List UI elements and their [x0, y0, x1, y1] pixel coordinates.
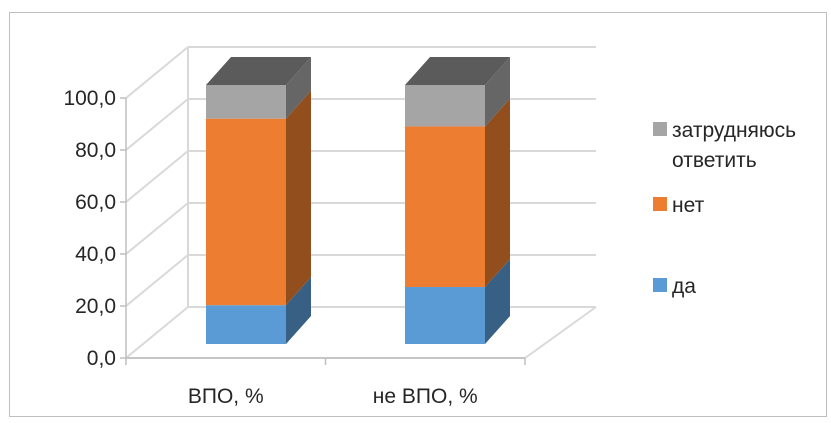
y-tick-label: 100,0	[63, 87, 116, 110]
legend-swatch	[653, 197, 667, 211]
gridline-side	[125, 98, 189, 151]
gridlines	[125, 46, 596, 359]
floor-edge	[126, 306, 597, 359]
bar-segment	[405, 85, 485, 127]
bar-segment	[405, 287, 485, 344]
bar-side	[485, 259, 510, 344]
bar-segment	[206, 85, 286, 119]
bar-segment	[405, 126, 485, 288]
y-tick-label: 60,0	[75, 191, 116, 214]
bar-segment	[206, 118, 286, 306]
bar-side	[286, 90, 311, 306]
bar-top	[206, 57, 311, 85]
bar-side	[286, 277, 311, 344]
legend-label: затрудняюсь ответить	[672, 119, 796, 172]
y-tick-label: 40,0	[75, 243, 116, 266]
chart-walls	[126, 306, 597, 359]
axes: 0,0 20,0 40,0 60,0 80,0 100,0 ВПО, % не ВПО, %	[63, 87, 526, 408]
bar-top	[405, 57, 510, 85]
legend: затрудняюсь ответить нет да	[653, 119, 796, 298]
x-tick-label: ВПО, %	[188, 385, 264, 408]
bars	[206, 57, 510, 344]
x-tick-label: не ВПО, %	[373, 385, 478, 408]
gridline-side	[125, 306, 189, 359]
y-tick-label: 20,0	[75, 295, 116, 318]
y-tick-label: 0,0	[87, 347, 116, 370]
y-tick-label: 80,0	[75, 139, 116, 162]
legend-swatch	[653, 122, 667, 136]
bar-segment	[206, 305, 286, 344]
gridline-side	[125, 150, 189, 203]
gridline-side	[125, 46, 189, 99]
legend-label: да	[672, 275, 696, 298]
bar-side	[485, 98, 510, 288]
bar-side	[485, 57, 510, 127]
legend-label: нет	[672, 194, 705, 217]
chart-border	[9, 12, 827, 417]
legend-swatch	[653, 278, 667, 292]
gridline-side	[125, 202, 189, 255]
gridline-side	[125, 254, 189, 307]
bar-side	[286, 57, 311, 119]
